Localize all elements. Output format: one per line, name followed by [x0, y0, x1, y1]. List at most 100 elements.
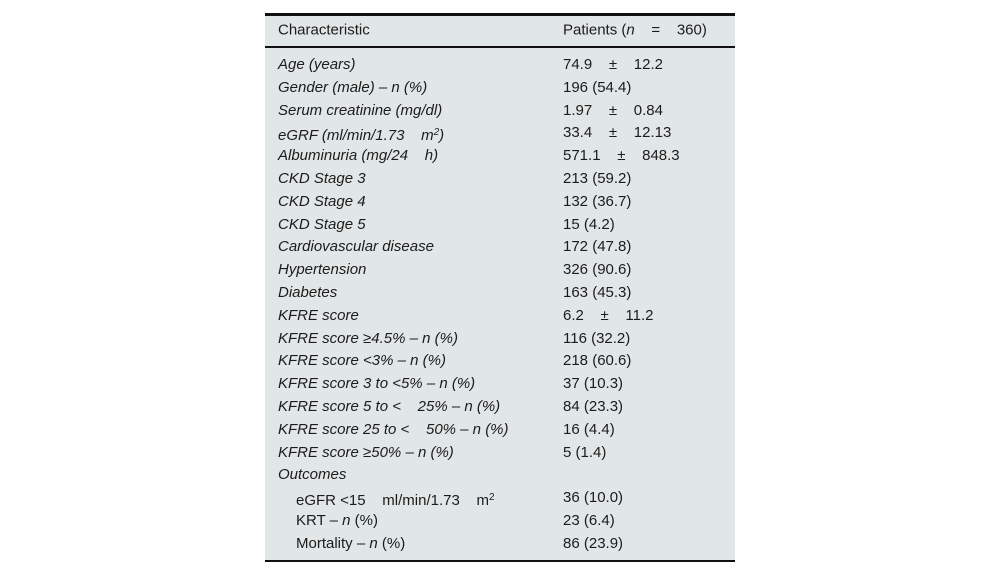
label-part: Cardiovascular disease — [278, 238, 434, 256]
table-row: Outcomes — [265, 464, 735, 487]
row-value: 33.4 ± 12.13 — [563, 124, 672, 142]
table-row: KRT – n (%) 23 (6.4) — [265, 510, 735, 533]
label-part: CKD Stage 4 — [278, 192, 366, 210]
label-part: KFRE score 3 to <5% – n (%) — [278, 375, 476, 393]
table-row: Gender (male) – n (%) 196 (54.4) — [265, 77, 735, 100]
table-row: Mortality – n (%) 86 (23.9) — [265, 533, 735, 556]
row-label: Cardiovascular disease — [278, 236, 434, 259]
row-label: KFRE score 25 to < 50% – n (%) — [278, 419, 509, 442]
row-value: 132 (36.7) — [563, 192, 632, 210]
row-label: Hypertension — [278, 259, 366, 282]
row-label: KFRE score <3% – n (%) — [278, 350, 446, 373]
row-value: 86 (23.9) — [563, 534, 624, 552]
table-row: KFRE score <3% – n (%) 218 (60.6) — [265, 350, 735, 373]
row-label: Age (years) — [278, 54, 356, 77]
label-part: Albuminuria (mg/24 h) — [278, 147, 439, 165]
table-row: CKD Stage 3 213 (59.2) — [265, 168, 735, 191]
table-row: Albuminuria (mg/24 h) 571.1 ± 848.3 — [265, 145, 735, 168]
label-part: eGFR <15 ml/min/1.73 m — [296, 492, 489, 510]
table-body: Age (years) 74.9 ± 12.2 Gender (male) – n … — [265, 48, 735, 560]
label-part: KFRE score ≥50% – n (%) — [278, 443, 454, 461]
label-part: Diabetes — [278, 283, 338, 301]
row-value: 1.97 ± 0.84 — [563, 101, 663, 119]
label-part: Age (years) — [278, 56, 356, 73]
row-label: KFRE score 3 to <5% – n (%) — [278, 373, 475, 396]
characteristics-table: Characteristic Patients (n = 360) Age (y… — [265, 13, 735, 562]
table-row: KFRE score 6.2 ± 11.2 — [265, 305, 735, 328]
row-value: 6.2 ± 11.2 — [563, 306, 654, 324]
row-label: CKD Stage 3 — [278, 168, 366, 191]
row-label: CKD Stage 4 — [278, 191, 366, 214]
table-row: KFRE score ≥50% – n (%) 5 (1.4) — [265, 442, 735, 465]
row-value: 23 (6.4) — [563, 511, 615, 529]
table-header: Characteristic Patients (n = 360) — [265, 16, 735, 48]
label-part: Serum creatinine (mg/dl) — [278, 101, 443, 119]
table-row: KFRE score 3 to <5% – n (%) 37 (10.3) — [265, 373, 735, 396]
label-part: CKD Stage 3 — [278, 169, 366, 187]
label-part: KFRE score <3% – n (%) — [278, 352, 446, 370]
table-row: KFRE score 5 to < 25% – n (%) 84 (23.3) — [265, 396, 735, 419]
table-row: CKD Stage 5 15 (4.2) — [265, 214, 735, 237]
row-label: Diabetes — [278, 282, 337, 305]
row-value: 116 (32.2) — [563, 329, 631, 347]
label-part: eGRF (ml/min/1.73 m — [278, 127, 434, 145]
table-row: eGFR <15 ml/min/1.73 m2 36 (10.0) — [265, 487, 735, 510]
label-part: Outcomes — [278, 466, 347, 484]
label-part: KFRE score 5 to < 25% – n (%) — [278, 397, 501, 415]
header-patients-count: Patients (n = 360) — [563, 20, 707, 43]
row-value: 74.9 ± 12.2 — [563, 56, 663, 73]
row-value: 218 (60.6) — [563, 352, 632, 370]
label-part: n — [369, 534, 378, 552]
table-row: Cardiovascular disease 172 (47.8) — [265, 236, 735, 259]
label-part: = 360) — [634, 21, 707, 39]
row-label: eGRF (ml/min/1.73 m2) — [278, 122, 444, 148]
row-label: Serum creatinine (mg/dl) — [278, 100, 442, 123]
table-row: Diabetes 163 (45.3) — [265, 282, 735, 305]
label-part: (%) — [350, 511, 378, 529]
row-value: 5 (1.4) — [563, 443, 607, 461]
row-value: 84 (23.3) — [563, 397, 624, 415]
row-label: KFRE score ≥50% – n (%) — [278, 442, 454, 465]
row-value: 213 (59.2) — [563, 169, 632, 187]
row-value: 571.1 ± 848.3 — [563, 147, 680, 165]
label-part: ) — [439, 127, 445, 145]
row-value: 196 (54.4) — [563, 78, 632, 96]
row-label: KFRE score — [278, 305, 359, 328]
label-part: KFRE score ≥4.5% – n (%) — [278, 329, 458, 347]
label-part: (%) — [377, 534, 406, 552]
label-part: KFRE score 25 to < 50% – n (%) — [278, 420, 509, 438]
row-label: CKD Stage 5 — [278, 214, 366, 237]
table-row: KFRE score ≥4.5% – n (%) 116 (32.2) — [265, 328, 735, 351]
row-label: Albuminuria (mg/24 h) — [278, 145, 438, 168]
row-value: 326 (90.6) — [563, 261, 632, 279]
label-part: Mortality – — [296, 534, 370, 552]
row-label: Gender (male) – n (%) — [278, 77, 427, 100]
label-part: Gender (male) – n (%) — [278, 78, 428, 96]
label-part: KRT – — [296, 511, 343, 529]
label-part: n — [342, 511, 351, 529]
table-row: CKD Stage 4 132 (36.7) — [265, 191, 735, 214]
header-characteristic: Characteristic — [278, 21, 370, 39]
row-label: Outcomes — [278, 464, 346, 487]
label-part: CKD Stage 5 — [278, 215, 366, 233]
table-row: KFRE score 25 to < 50% – n (%) 16 (4.4) — [265, 419, 735, 442]
label-part: Patients ( — [563, 21, 627, 39]
row-label: KFRE score 5 to < 25% – n (%) — [278, 396, 500, 419]
label-part: KFRE score — [278, 306, 359, 324]
row-label: KRT – n (%) — [296, 510, 378, 533]
row-value: 15 (4.2) — [563, 215, 615, 233]
row-value: 172 (47.8) — [563, 238, 632, 256]
table-row: eGRF (ml/min/1.73 m2) 33.4 ± 12.13 — [265, 122, 735, 145]
row-value: 37 (10.3) — [563, 375, 624, 393]
superscript: 2 — [433, 127, 440, 139]
table-row: Age (years) 74.9 ± 12.2 — [265, 54, 735, 77]
row-label: KFRE score ≥4.5% – n (%) — [278, 328, 458, 351]
row-value: 163 (45.3) — [563, 283, 632, 301]
table-row: Serum creatinine (mg/dl) 1.97 ± 0.84 — [265, 100, 735, 123]
row-label: Mortality – n (%) — [296, 533, 405, 556]
row-value: 36 (10.0) — [563, 489, 624, 507]
table-row: Hypertension 326 (90.6) — [265, 259, 735, 282]
label-part: n — [626, 21, 635, 39]
row-label: eGFR <15 ml/min/1.73 m2 — [296, 487, 495, 513]
